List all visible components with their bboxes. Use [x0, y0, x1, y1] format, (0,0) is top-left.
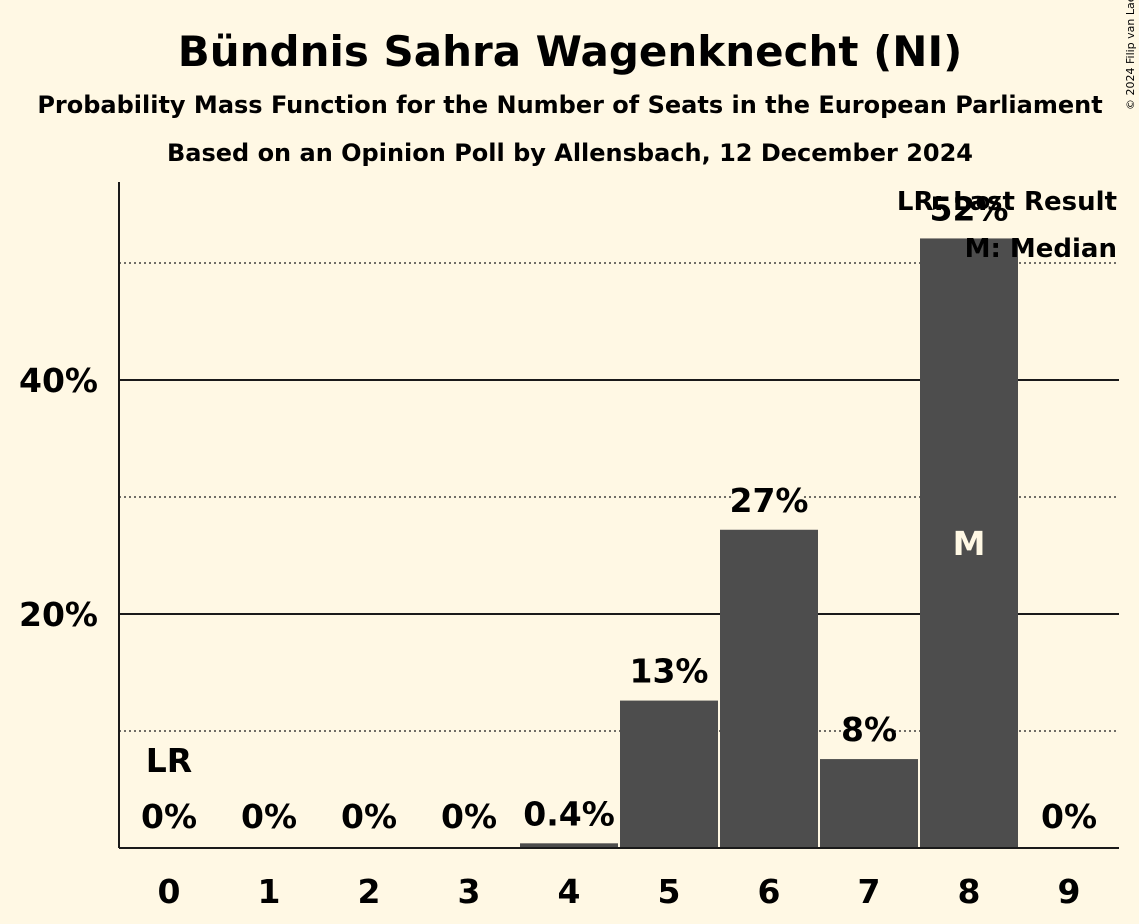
x-tick-label: 0 — [158, 872, 181, 911]
chart-title: Bündnis Sahra Wagenknecht (NI) — [178, 27, 963, 76]
bar-value-label: 0% — [241, 797, 297, 836]
bars — [520, 238, 1018, 848]
y-tick-label: 20% — [19, 595, 98, 634]
x-tick-label: 9 — [1058, 872, 1081, 911]
bar-label-background — [634, 652, 704, 691]
copyright-note: © 2024 Filip van Laenen — [1124, 0, 1137, 110]
y-tick-background — [20, 588, 100, 628]
bar-label-background — [844, 711, 894, 750]
legend-last-result: LR: Last Result — [897, 187, 1117, 217]
bar-seats-5 — [620, 700, 718, 848]
bar-value-label: 27% — [730, 481, 809, 520]
y-axis-ticks: 20% 40% — [19, 354, 100, 634]
bar-seats-4 — [520, 843, 618, 848]
bar-value-label: 0% — [441, 797, 497, 836]
bar-value-label: 0.4% — [523, 794, 615, 833]
axes — [118, 182, 1119, 849]
bar-label-background — [734, 481, 804, 520]
bar-value-label: 0% — [141, 797, 197, 836]
bar-labels: 0% LR 0% 0% 0% 0.4% 13% 27% 8% 52% M 0% — [141, 189, 1097, 836]
bar-value-label: 13% — [630, 652, 709, 691]
x-tick-label: 3 — [458, 872, 481, 911]
bar-value-label: 8% — [841, 710, 897, 749]
y-tick-label: 40% — [19, 361, 98, 400]
chart-source-line: Based on an Opinion Poll by Allensbach, … — [167, 139, 973, 167]
x-tick-label: 1 — [258, 872, 281, 911]
x-tick-label: 5 — [658, 872, 681, 911]
x-tick-label: 2 — [358, 872, 381, 911]
bar-label-background — [524, 795, 614, 834]
bar-seats-6 — [720, 529, 818, 848]
bar-seats-8 — [920, 238, 1018, 848]
x-tick-label: 4 — [558, 872, 581, 911]
bar-label-background — [934, 190, 1004, 229]
x-tick-label: 6 — [758, 872, 781, 911]
last-result-marker: LR — [146, 741, 192, 780]
y-tick-background — [20, 354, 100, 394]
legend-median: M: Median — [965, 234, 1117, 264]
bar-value-label: 52% — [930, 189, 1009, 228]
bar-seats-7 — [820, 759, 918, 848]
median-marker: M — [953, 524, 986, 563]
chart-subtitle: Probability Mass Function for the Number… — [37, 91, 1102, 119]
bar-value-label: 0% — [341, 797, 397, 836]
bar-value-label: 0% — [1041, 797, 1097, 836]
x-axis-ticks: 0 1 2 3 4 5 6 7 8 9 — [158, 872, 1081, 911]
x-tick-label: 7 — [858, 872, 881, 911]
x-tick-label: 8 — [958, 872, 981, 911]
